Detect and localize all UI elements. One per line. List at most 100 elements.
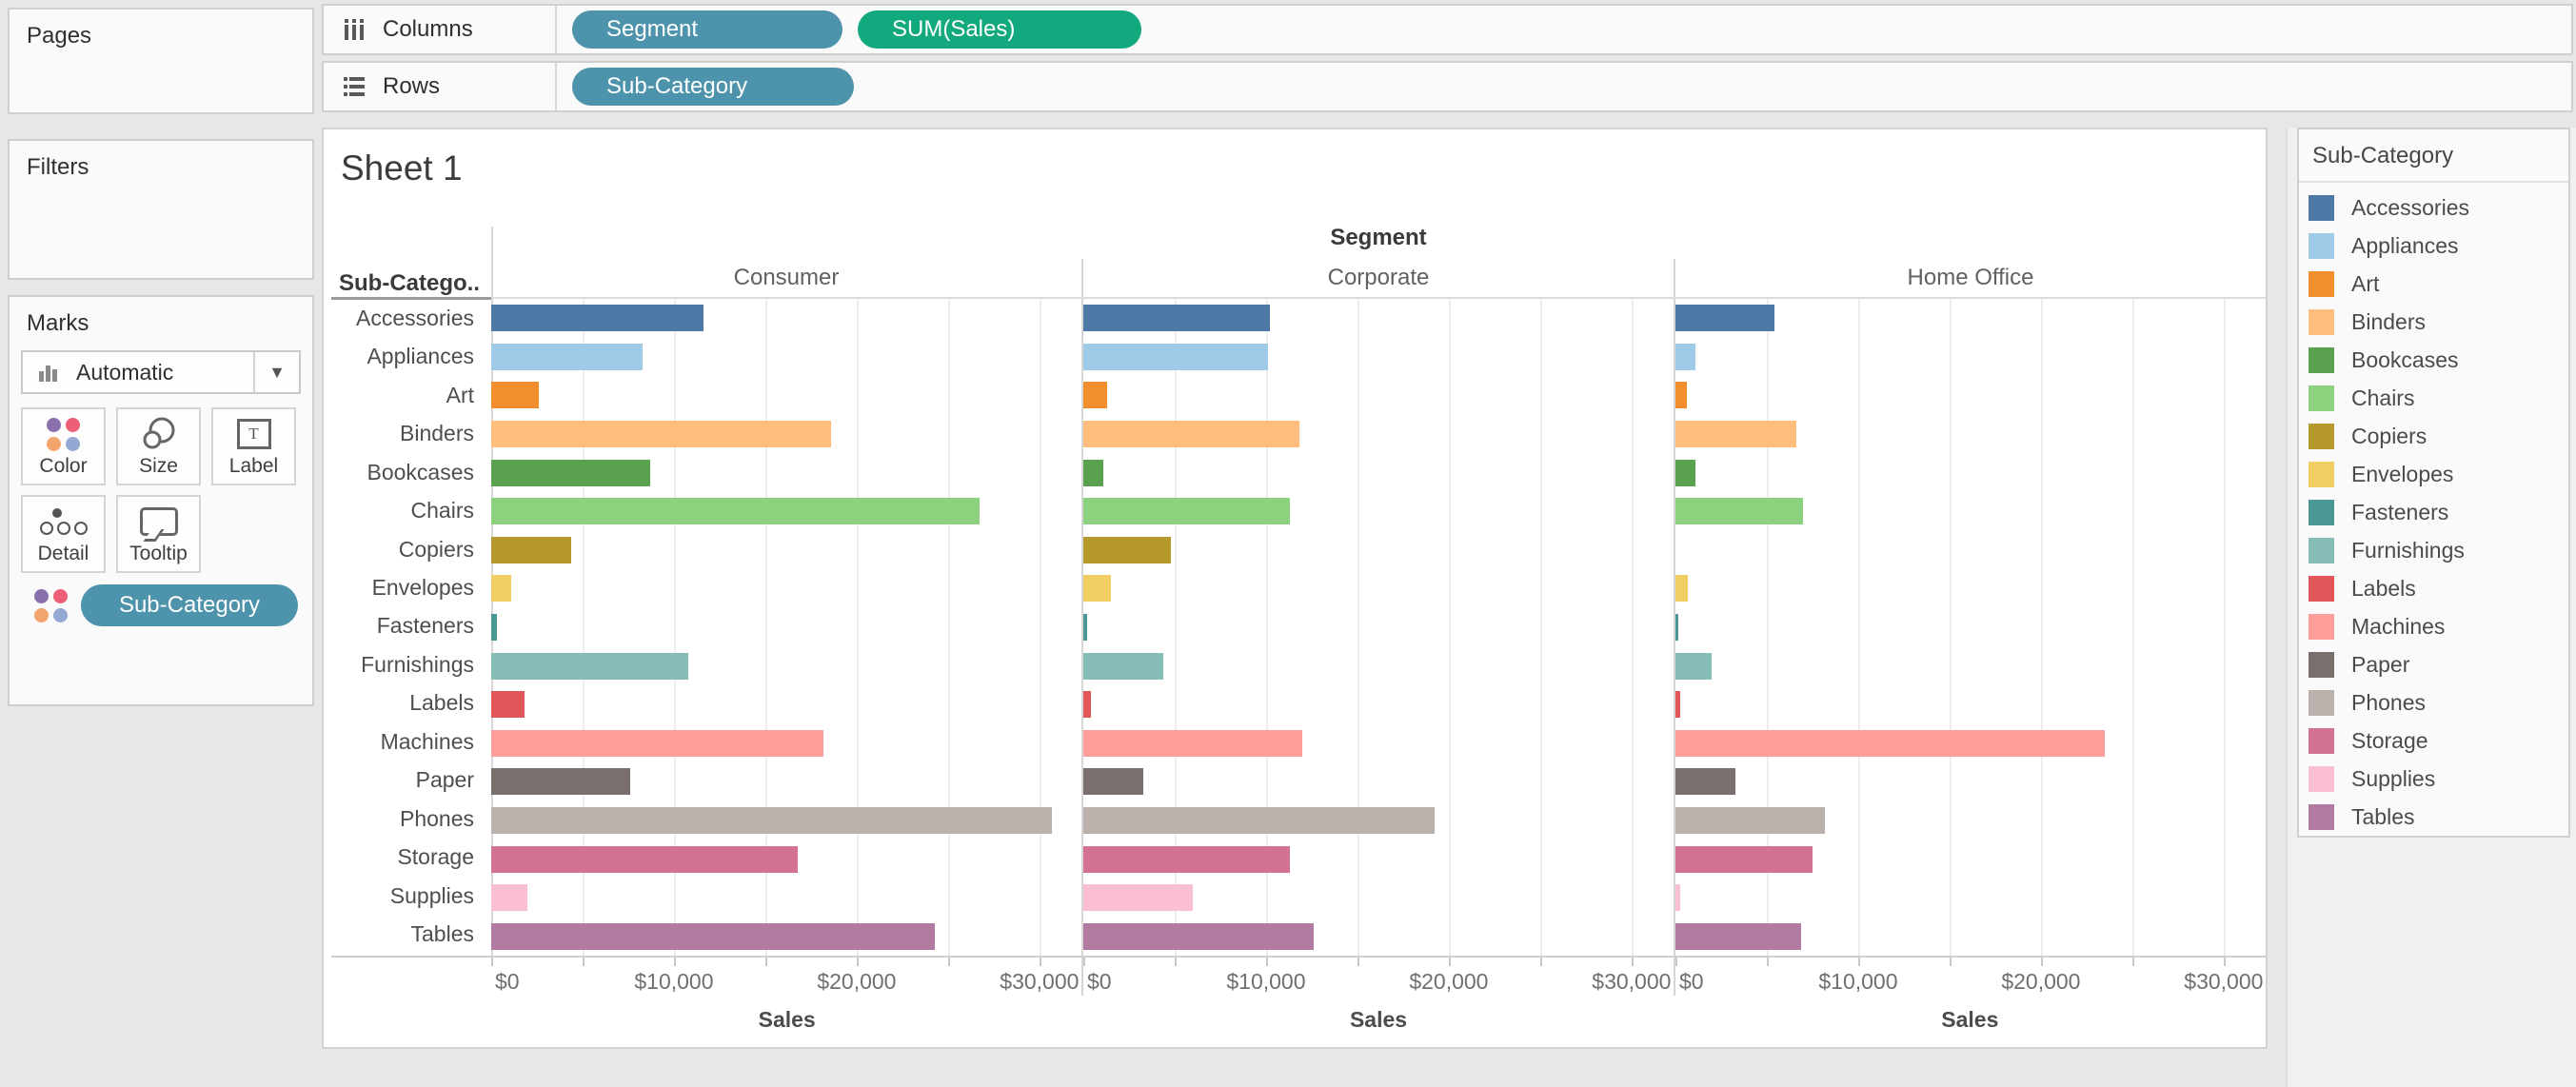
bar-copiers-corporate[interactable] — [1083, 536, 1172, 563]
bar-tables-consumer[interactable] — [491, 922, 936, 950]
bar-art-corporate[interactable] — [1083, 382, 1107, 409]
row-label[interactable]: Envelopes — [371, 575, 474, 601]
legend-item-appliances[interactable]: Appliances — [2299, 227, 2568, 265]
legend-item-fasteners[interactable]: Fasteners — [2299, 493, 2568, 531]
bar-fasteners-home-office[interactable] — [1675, 614, 1678, 642]
legend-item-binders[interactable]: Binders — [2299, 303, 2568, 341]
bar-tables-home-office[interactable] — [1675, 922, 1802, 950]
bar-bookcases-consumer[interactable] — [491, 459, 650, 486]
row-label[interactable]: Binders — [400, 421, 474, 446]
bar-chairs-consumer[interactable] — [491, 498, 980, 525]
row-label[interactable]: Copiers — [398, 536, 474, 562]
columns-shelf[interactable]: Columns Segment SUM(Sales) — [322, 4, 2573, 55]
bar-envelopes-home-office[interactable] — [1675, 575, 1689, 603]
rows-shelf[interactable]: Rows Sub-Category — [322, 61, 2573, 112]
row-label[interactable]: Appliances — [367, 344, 474, 369]
legend-item-art[interactable]: Art — [2299, 265, 2568, 303]
row-label[interactable]: Bookcases — [367, 459, 474, 484]
bar-paper-consumer[interactable] — [491, 768, 630, 796]
bar-chairs-home-office[interactable] — [1675, 498, 1804, 525]
legend-item-furnishings[interactable]: Furnishings — [2299, 531, 2568, 569]
row-label[interactable]: Art — [446, 382, 474, 407]
color-legend[interactable]: Sub-Category Accessories Appliances Art Bin… — [2297, 128, 2570, 838]
bar-binders-consumer[interactable] — [491, 421, 832, 448]
bar-accessories-corporate[interactable] — [1083, 305, 1270, 332]
bar-accessories-home-office[interactable] — [1675, 305, 1774, 332]
bar-labels-corporate[interactable] — [1083, 691, 1091, 719]
filters-shelf[interactable]: Filters — [8, 139, 314, 280]
legend-item-storage[interactable]: Storage — [2299, 721, 2568, 760]
legend-item-bookcases[interactable]: Bookcases — [2299, 341, 2568, 379]
label-button[interactable]: T Label — [211, 407, 296, 485]
legend-item-accessories[interactable]: Accessories — [2299, 188, 2568, 227]
bar-supplies-home-office[interactable] — [1675, 884, 1680, 912]
bar-accessories-consumer[interactable] — [491, 305, 703, 332]
bar-appliances-consumer[interactable] — [491, 343, 644, 370]
pill-sub-category[interactable]: Sub-Category — [572, 68, 854, 106]
bar-supplies-consumer[interactable] — [491, 884, 528, 912]
pill-segment[interactable]: Segment — [572, 10, 842, 49]
bar-supplies-corporate[interactable] — [1083, 884, 1194, 912]
row-label[interactable]: Chairs — [410, 498, 474, 524]
legend-item-machines[interactable]: Machines — [2299, 607, 2568, 645]
bar-furnishings-corporate[interactable] — [1083, 652, 1164, 680]
bar-chairs-corporate[interactable] — [1083, 498, 1290, 525]
bar-envelopes-consumer[interactable] — [491, 575, 512, 603]
bar-paper-corporate[interactable] — [1083, 768, 1144, 796]
x-axis-cell[interactable]: $0 $10,000 $20,000 $30,000 — [491, 958, 1081, 996]
bar-machines-home-office[interactable] — [1675, 729, 2106, 757]
row-label[interactable]: Paper — [415, 767, 474, 793]
bar-tables-corporate[interactable] — [1083, 922, 1314, 950]
row-label[interactable]: Tables — [410, 921, 474, 947]
bar-binders-corporate[interactable] — [1083, 421, 1299, 448]
row-label[interactable]: Storage — [397, 844, 474, 870]
bar-appliances-corporate[interactable] — [1083, 343, 1268, 370]
x-axis-cell[interactable]: $0 $10,000 $20,000 $30,000 — [1674, 958, 2266, 996]
legend-item-chairs[interactable]: Chairs — [2299, 379, 2568, 417]
bar-copiers-consumer[interactable] — [491, 536, 572, 563]
row-label[interactable]: Machines — [380, 728, 474, 754]
legend-item-paper[interactable]: Paper — [2299, 645, 2568, 683]
x-axis-cell[interactable]: $0 $10,000 $20,000 $30,000 — [1081, 958, 1674, 996]
bar-paper-home-office[interactable] — [1675, 768, 1736, 796]
detail-button[interactable]: Detail — [21, 495, 106, 573]
legend-item-envelopes[interactable]: Envelopes — [2299, 455, 2568, 493]
bar-storage-corporate[interactable] — [1083, 845, 1290, 873]
bar-envelopes-corporate[interactable] — [1083, 575, 1111, 603]
bar-storage-home-office[interactable] — [1675, 845, 1813, 873]
pill-sum-sales[interactable]: SUM(Sales) — [858, 10, 1141, 49]
bar-machines-consumer[interactable] — [491, 729, 824, 757]
legend-item-supplies[interactable]: Supplies — [2299, 760, 2568, 798]
bar-furnishings-consumer[interactable] — [491, 652, 689, 680]
bar-machines-corporate[interactable] — [1083, 729, 1303, 757]
color-button[interactable]: Color — [21, 407, 106, 485]
legend-item-tables[interactable]: Tables — [2299, 798, 2568, 836]
row-label[interactable]: Fasteners — [376, 613, 474, 639]
bar-labels-home-office[interactable] — [1675, 691, 1680, 719]
bar-phones-home-office[interactable] — [1675, 807, 1826, 835]
bar-furnishings-home-office[interactable] — [1675, 652, 1713, 680]
legend-item-copiers[interactable]: Copiers — [2299, 417, 2568, 455]
bar-phones-consumer[interactable] — [491, 807, 1053, 835]
row-label[interactable]: Labels — [409, 690, 474, 716]
bar-art-home-office[interactable] — [1675, 382, 1687, 409]
bar-art-consumer[interactable] — [491, 382, 539, 409]
row-label[interactable]: Furnishings — [361, 651, 474, 677]
row-label[interactable]: Accessories — [356, 305, 474, 330]
tooltip-button[interactable]: Tooltip — [116, 495, 201, 573]
bar-bookcases-home-office[interactable] — [1675, 459, 1696, 486]
row-label[interactable]: Phones — [399, 805, 474, 831]
bar-fasteners-consumer[interactable] — [491, 614, 497, 642]
mark-type-dropdown[interactable]: Automatic ▼ — [21, 350, 301, 394]
x-axis[interactable]: $0 $10,000 $20,000 $30,000 $0 $10,000 $20,000 $… — [491, 958, 2266, 996]
bar-fasteners-corporate[interactable] — [1083, 614, 1087, 642]
bar-appliances-home-office[interactable] — [1675, 343, 1696, 370]
row-label[interactable]: Supplies — [389, 882, 474, 908]
bar-phones-corporate[interactable] — [1083, 807, 1435, 835]
marks-pill-sub-category[interactable]: Sub-Category — [81, 584, 298, 626]
legend-item-labels[interactable]: Labels — [2299, 569, 2568, 607]
chevron-down-icon[interactable]: ▼ — [253, 352, 299, 392]
bar-bookcases-corporate[interactable] — [1083, 459, 1104, 486]
pages-shelf[interactable]: Pages — [8, 8, 314, 114]
legend-item-phones[interactable]: Phones — [2299, 683, 2568, 721]
